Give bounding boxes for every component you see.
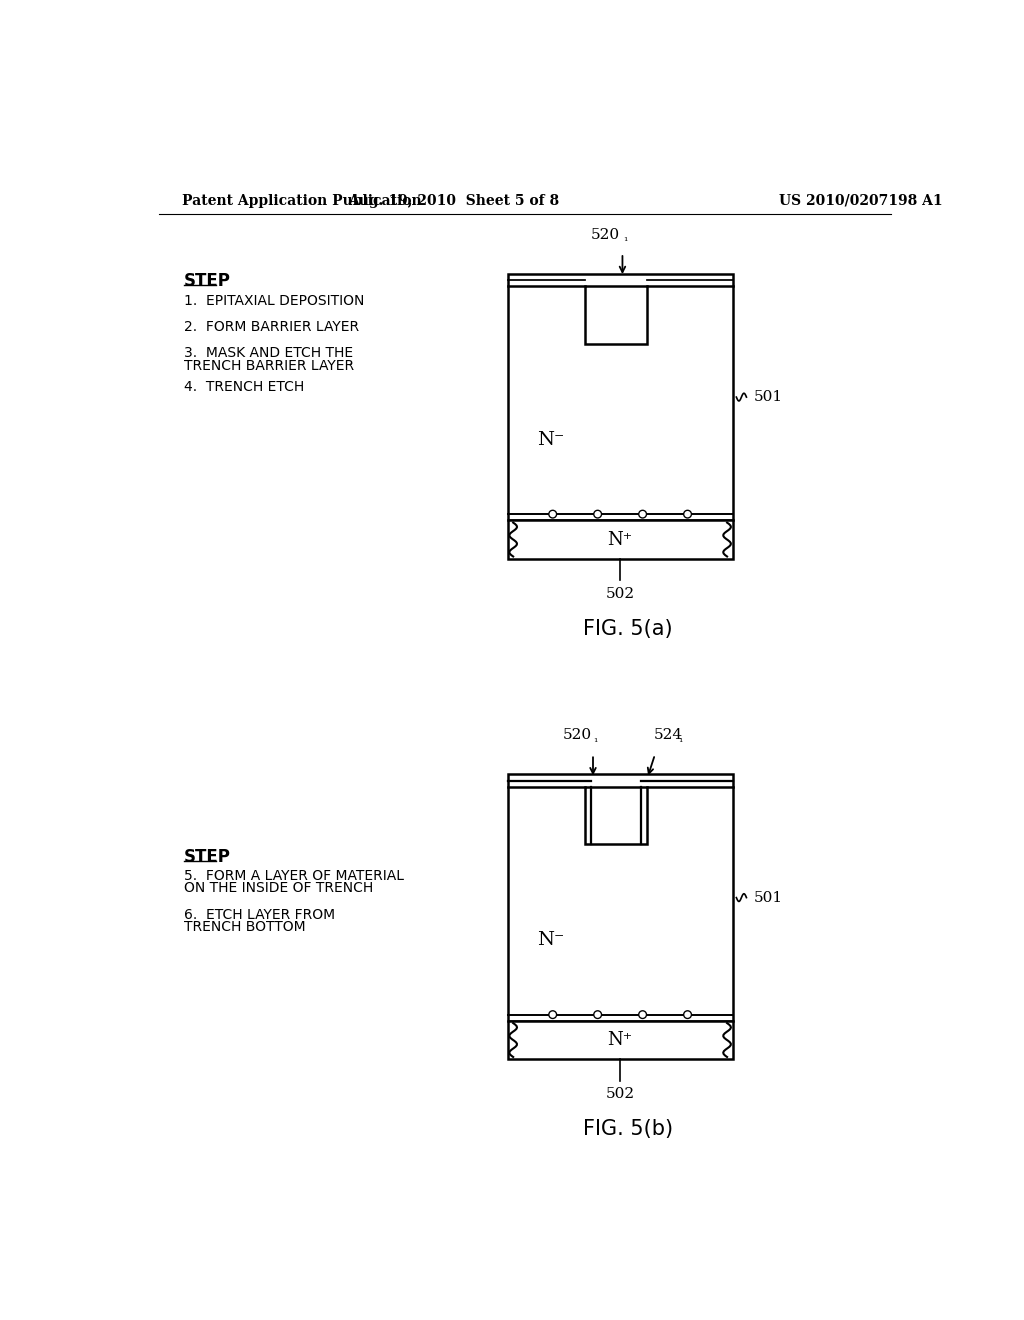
Text: 2.  FORM BARRIER LAYER: 2. FORM BARRIER LAYER [183, 321, 359, 334]
Text: 502: 502 [605, 586, 635, 601]
Text: 520: 520 [562, 729, 592, 742]
Text: TRENCH BOTTOM: TRENCH BOTTOM [183, 920, 305, 935]
Text: N⁺: N⁺ [607, 531, 633, 549]
Text: 501: 501 [755, 891, 783, 904]
Text: TRENCH BARRIER LAYER: TRENCH BARRIER LAYER [183, 359, 354, 372]
Text: US 2010/0207198 A1: US 2010/0207198 A1 [779, 194, 943, 207]
Text: ₁: ₁ [593, 734, 597, 743]
Text: N⁻: N⁻ [537, 430, 564, 449]
Text: Patent Application Publication: Patent Application Publication [182, 194, 422, 207]
Text: 4.  TRENCH ETCH: 4. TRENCH ETCH [183, 380, 304, 395]
Text: 6.  ETCH LAYER FROM: 6. ETCH LAYER FROM [183, 908, 335, 921]
Text: ON THE INSIDE OF TRENCH: ON THE INSIDE OF TRENCH [183, 882, 373, 895]
Text: Aug. 19, 2010  Sheet 5 of 8: Aug. 19, 2010 Sheet 5 of 8 [348, 194, 559, 207]
Text: 520: 520 [591, 227, 621, 242]
Bar [508, 775, 732, 1020]
Text: STEP: STEP [183, 847, 230, 866]
Bar [508, 520, 732, 558]
Text: N⁺: N⁺ [607, 1031, 633, 1049]
Text: N⁻: N⁻ [537, 932, 564, 949]
Text: FIG. 5(a): FIG. 5(a) [583, 619, 673, 639]
Bar [586, 787, 647, 845]
Text: 502: 502 [605, 1088, 635, 1101]
Text: 1.  EPITAXIAL DEPOSITION: 1. EPITAXIAL DEPOSITION [183, 294, 365, 308]
Bar [586, 286, 647, 345]
Text: FIG. 5(b): FIG. 5(b) [583, 1119, 673, 1139]
Text: 524: 524 [653, 729, 683, 742]
Bar [508, 1020, 732, 1059]
Bar [508, 275, 732, 520]
Text: STEP: STEP [183, 272, 230, 290]
Text: 5.  FORM A LAYER OF MATERIAL: 5. FORM A LAYER OF MATERIAL [183, 869, 403, 883]
Text: ₁: ₁ [678, 734, 683, 743]
Text: 501: 501 [755, 391, 783, 404]
Text: ₁: ₁ [624, 234, 628, 243]
Text: 3.  MASK AND ETCH THE: 3. MASK AND ETCH THE [183, 346, 353, 360]
